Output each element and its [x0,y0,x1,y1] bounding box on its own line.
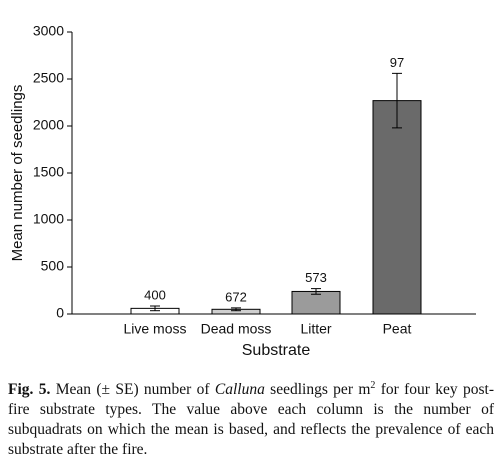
y-axis-label: Mean number of seedlings [9,85,26,262]
bar-annotation: 672 [225,289,247,304]
caption-label: Fig. 5. [8,381,51,399]
caption-text: seedlings per m [264,381,371,399]
bar [372,100,422,315]
caption-text: for four key post-fire substrate types. … [8,381,494,459]
caption-superscript: 2 [370,380,376,391]
x-tick-label: Live moss [123,321,186,337]
bar [291,290,341,315]
y-tick-label: 0 [56,305,64,321]
caption-text: Mean (± SE) number of [55,381,215,399]
bar-annotation: 400 [144,287,166,302]
y-tick-label: 1500 [33,164,64,180]
error-bar [392,72,402,129]
bar-annotation: 573 [305,270,327,285]
y-tick-label: 3000 [33,23,64,39]
x-tick-label: Dead moss [201,321,272,337]
error-bar [150,305,160,312]
y-tick-label: 2000 [33,117,64,133]
y-tick-label: 2500 [33,70,64,86]
x-axis-label: Substrate [242,342,311,359]
x-tick-label: Litter [300,321,331,337]
caption: Fig. 5. Mean (± SE) number of Calluna se… [8,376,494,460]
x-tick-label: Peat [383,321,412,337]
error-bar [311,288,321,295]
chart: Mean number of seedlings Substrate 0 500 1… [9,23,476,359]
bar-annotation: 97 [390,55,404,70]
caption-species: Calluna [214,381,265,399]
error-bar [231,307,241,312]
y-tick-label: 1000 [33,211,64,227]
y-tick-label: 500 [41,258,65,274]
